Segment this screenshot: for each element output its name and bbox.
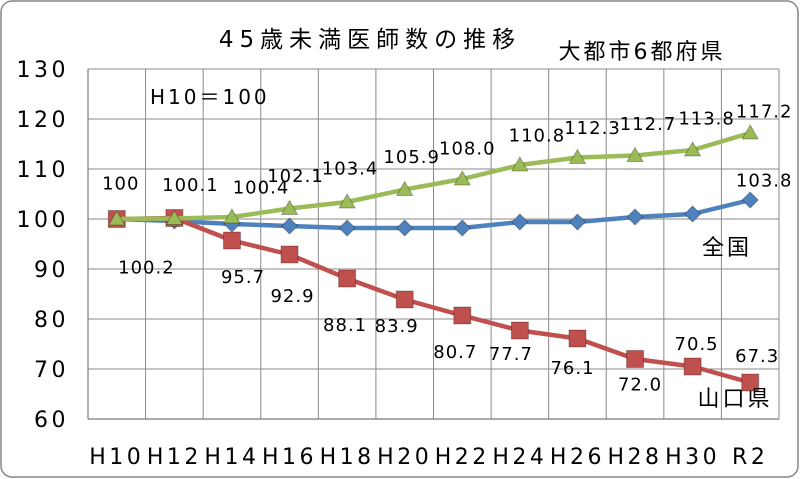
metro-6-prefectures-point-r2 xyxy=(741,123,760,140)
yamaguchi-point-h16 xyxy=(280,245,299,264)
data-labels: 103.8 100.2 95.792.9 88.1 83.9 80.7 77.7 76.1 72… xyxy=(102,102,793,396)
yamaguchi-point-h18 xyxy=(338,269,357,288)
metro-6-prefectures-data-label-r2: 117.2 xyxy=(736,102,793,123)
nationwide-point-h26 xyxy=(568,213,587,231)
metro-6-prefectures-point-h18 xyxy=(338,192,356,209)
metro-6-prefectures-point-h24 xyxy=(511,155,529,172)
yamaguchi-data-label-h28: 72.0 xyxy=(618,375,662,396)
yamaguchi-data-label-r2: 67.3 xyxy=(735,346,779,367)
nationwide-data-label-r2: 103.8 xyxy=(736,171,793,192)
yamaguchi-point-h28 xyxy=(626,350,645,368)
metro-6-prefectures-data-label-h16: 102.1 xyxy=(267,166,324,187)
x-tick-label-h20: H20 xyxy=(377,445,432,470)
yamaguchi-data-label-h20: 83.9 xyxy=(375,316,419,337)
nationwide-point-h18 xyxy=(338,219,356,237)
nationwide-point-h30 xyxy=(683,205,702,223)
gridlines xyxy=(87,68,780,420)
y-tick-label: 110 xyxy=(17,158,70,183)
metro-6-prefectures-point-h10 xyxy=(107,209,126,226)
nationwide-point-h24 xyxy=(511,213,529,231)
x-tick-label-h26: H26 xyxy=(550,445,605,470)
metro-6-prefectures-data-label-h10: 100 xyxy=(102,174,139,195)
metro-6-prefectures-data-label-h14: 100.4 xyxy=(233,178,290,199)
yamaguchi-point-h20 xyxy=(395,290,414,309)
x-tick-label-h18: H18 xyxy=(320,445,375,470)
metro-6-prefectures-data-label-h18: 103.4 xyxy=(322,159,379,180)
metro-6-prefectures-data-label-h30: 113.8 xyxy=(678,109,735,130)
metro-6-prefectures-point-h16 xyxy=(280,199,299,215)
yamaguchi-data-label-h18: 88.1 xyxy=(323,315,367,336)
metro-6-prefectures-point-h22 xyxy=(453,169,472,186)
metro-6-prefectures-point-h26 xyxy=(568,148,587,164)
yamaguchi-data-label-h24: 77.7 xyxy=(489,344,533,365)
metro-6-prefectures-point-h30 xyxy=(683,140,702,157)
nationwide-point-h28 xyxy=(626,208,644,226)
series-layer xyxy=(107,123,760,392)
chart-title: 45歳未満医師数の推移 xyxy=(219,27,521,53)
x-tick-label-r2: R2 xyxy=(732,445,768,470)
yamaguchi-data-label-h14: 95.7 xyxy=(221,267,265,288)
metro-6-prefectures-data-label-h28: 112.7 xyxy=(620,114,677,135)
yamaguchi-point-r2 xyxy=(741,373,760,392)
metro-6-prefectures-data-label-h26: 112.3 xyxy=(564,118,621,139)
x-tick-label-h14: H14 xyxy=(204,445,259,470)
yamaguchi-point-h22 xyxy=(453,306,472,325)
yamaguchi-data-label-h16: 92.9 xyxy=(270,286,314,307)
x-tick-label-h12: H12 xyxy=(147,445,202,470)
metro-6-prefectures-data-label-h20: 105.9 xyxy=(383,147,440,168)
x-tick-label-h16: H16 xyxy=(262,445,317,470)
x-tick-label-h24: H24 xyxy=(492,445,547,470)
y-tick-label: 130 xyxy=(17,58,70,83)
nationwide-point-r2 xyxy=(741,191,759,209)
y-tick-label: 90 xyxy=(34,258,69,283)
yamaguchi-point-h26 xyxy=(568,329,587,348)
metro-6-prefectures-point-h28 xyxy=(626,146,644,162)
metro-6-prefectures-point-h12 xyxy=(165,209,184,225)
nationwide-point-h22 xyxy=(453,219,471,237)
series-name-yamaguchi: 山口県 xyxy=(697,387,772,412)
x-tick-label-h30: H30 xyxy=(665,445,720,470)
series-name-metro-6-prefectures: 大都市6都府県 xyxy=(559,40,726,65)
nationwide-point-h16 xyxy=(280,217,299,235)
yamaguchi-data-label-h26: 76.1 xyxy=(550,358,594,379)
metro-6-prefectures-series xyxy=(107,123,760,226)
nationwide-line xyxy=(116,197,751,231)
x-tick-label-h28: H28 xyxy=(608,445,663,470)
nationwide-point-h20 xyxy=(396,219,414,237)
index-base-note: H10＝100 xyxy=(150,85,270,109)
x-tick-label-h22: H22 xyxy=(435,445,490,470)
yamaguchi-point-h14 xyxy=(222,231,241,250)
y-tick-label: 80 xyxy=(34,308,69,333)
y-tick-label: 100 xyxy=(17,208,70,233)
metro-6-prefectures-point-h14 xyxy=(223,207,241,224)
yamaguchi-point-h24 xyxy=(510,321,529,340)
y-tick-label: 70 xyxy=(34,358,69,383)
metro-6-prefectures-data-label-h12: 100.1 xyxy=(162,175,219,196)
yamaguchi-data-label-h12: 100.2 xyxy=(118,258,175,279)
yamaguchi-point-h30 xyxy=(683,357,702,376)
metro-6-prefectures-data-label-h24: 110.8 xyxy=(509,126,566,147)
y-tick-label: 120 xyxy=(17,108,70,133)
y-tick-label: 60 xyxy=(34,408,69,433)
series-name-nationwide: 全国 xyxy=(702,236,752,261)
metro-6-prefectures-data-label-h22: 108.0 xyxy=(439,139,496,160)
yamaguchi-line xyxy=(116,215,751,385)
x-tick-label-h10: H10 xyxy=(89,445,144,470)
yamaguchi-data-label-h22: 80.7 xyxy=(433,342,477,363)
yamaguchi-data-label-h30: 70.5 xyxy=(675,334,719,355)
metro-6-prefectures-line xyxy=(116,130,751,222)
metro-6-prefectures-point-h20 xyxy=(395,180,414,196)
